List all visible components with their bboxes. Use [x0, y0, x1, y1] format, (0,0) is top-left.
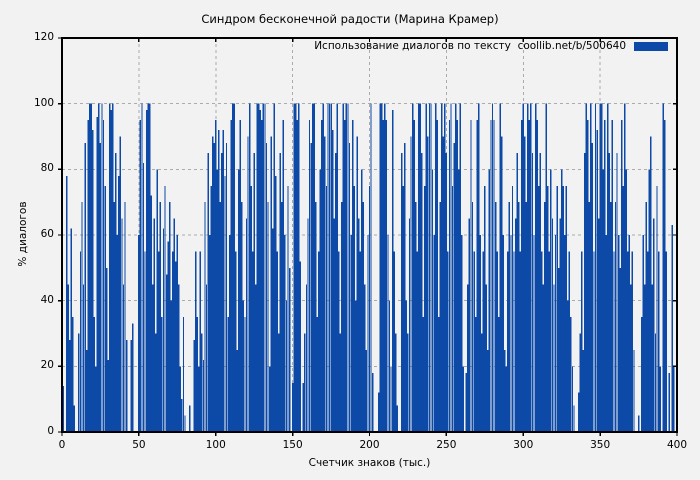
y-tick-label: 120	[33, 31, 54, 43]
x-tick-label: 300	[513, 439, 534, 451]
y-tick-label: 80	[40, 162, 54, 175]
x-tick-label: 350	[590, 439, 611, 451]
y-tick-label: 100	[33, 96, 54, 109]
x-tick-label: 50	[132, 439, 146, 451]
y-tick-label: 40	[40, 293, 54, 306]
chart-title: Синдром бесконечной радости (Марина Крам…	[201, 12, 499, 26]
x-tick-label: 0	[58, 439, 66, 451]
y-tick-label: 60	[40, 228, 54, 240]
x-tick-label: 250	[436, 439, 457, 451]
y-tick-label: 0	[47, 425, 54, 437]
x-tick-label: 400	[666, 439, 688, 451]
x-axis-label: Счетчик знаков (тыс.)	[308, 457, 431, 469]
legend: Использование диалогов по тексту coollib…	[314, 40, 668, 52]
x-tick-label: 150	[282, 439, 303, 451]
x-tick-label: 200	[359, 439, 380, 451]
x-tick-label: 100	[205, 439, 226, 451]
legend-label: Использование диалогов по тексту coollib…	[314, 40, 626, 52]
legend-swatch	[634, 41, 668, 51]
y-tick-label: 20	[40, 359, 54, 372]
